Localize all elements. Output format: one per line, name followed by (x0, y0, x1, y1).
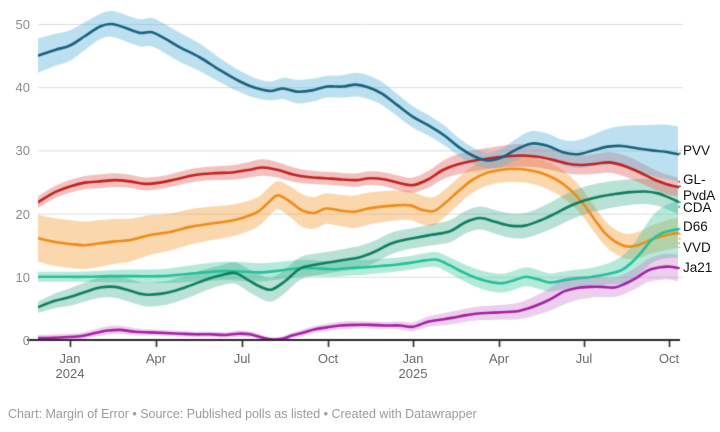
series-label-pvv: PVV (683, 143, 711, 158)
series-label-gl-pvda: GL- PvdA (683, 172, 716, 203)
y-axis-tick-30: 30 (15, 143, 30, 159)
series-label-cda: CDA (683, 200, 712, 215)
x-axis-tick-jan-2025: Jan 2025 (398, 351, 428, 381)
x-axis-tick-oct: Oct (658, 351, 680, 366)
x-axis-tick-jul: Jul (233, 351, 251, 366)
series-label-d66: D66 (683, 219, 708, 234)
x-axis-tick-oct: Oct (317, 351, 339, 366)
x-axis-tick-jul: Jul (575, 351, 593, 366)
y-axis-tick-0: 0 (22, 333, 30, 348)
y-axis-tick-10: 10 (15, 269, 30, 285)
x-axis-tick-jan-2024: Jan 2024 (55, 351, 85, 381)
y-axis-tick-50: 50 (15, 17, 30, 32)
y-axis-tick-40: 40 (15, 80, 30, 96)
chart-footer-attribution: Chart: Margin of Error • Source: Publish… (8, 407, 477, 421)
y-axis-tick-20: 20 (15, 206, 30, 222)
series-label-vvd: VVD (683, 240, 711, 255)
x-axis-tick-apr: Apr (145, 351, 167, 366)
series-label-ja21: Ja21 (683, 260, 713, 275)
x-axis-tick-apr: Apr (488, 351, 510, 366)
